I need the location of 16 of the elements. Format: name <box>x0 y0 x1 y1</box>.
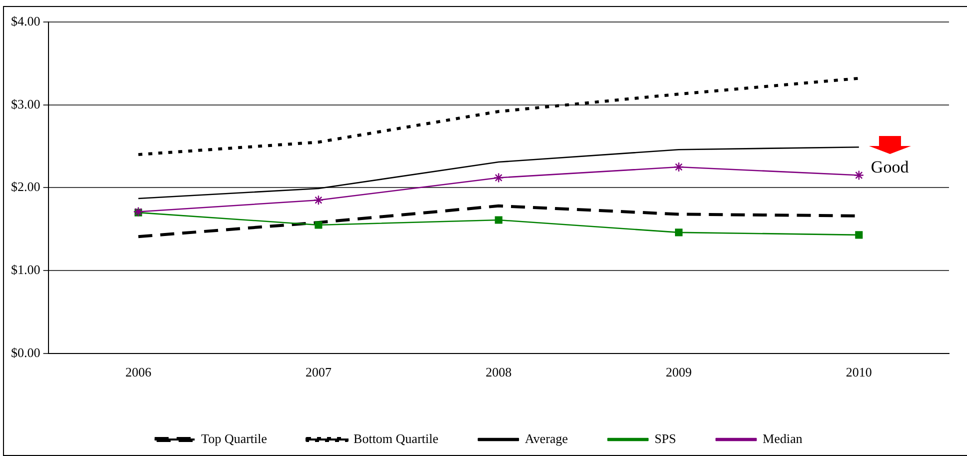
legend-label: SPS <box>654 430 676 446</box>
x-tick-label: 2010 <box>846 364 872 380</box>
legend-label: Top Quartile <box>201 430 268 446</box>
x-tick-label: 2007 <box>305 364 332 380</box>
x-tick-label: 2009 <box>666 364 692 380</box>
x-tick-label: 2008 <box>486 364 512 380</box>
y-tick-label: $0.00 <box>11 344 40 360</box>
legend-label: Bottom Quartile <box>354 430 439 446</box>
y-tick-label: $2.00 <box>11 179 40 194</box>
y-tick-label: $3.00 <box>11 96 40 112</box>
y-tick-label: $4.00 <box>11 13 40 28</box>
annotation: Good <box>870 157 910 176</box>
x-tick-label: 2006 <box>125 364 152 380</box>
y-tick-label: $1.00 <box>11 262 40 277</box>
legend-label: Average <box>524 430 568 446</box>
legend-label: Median <box>762 430 803 446</box>
